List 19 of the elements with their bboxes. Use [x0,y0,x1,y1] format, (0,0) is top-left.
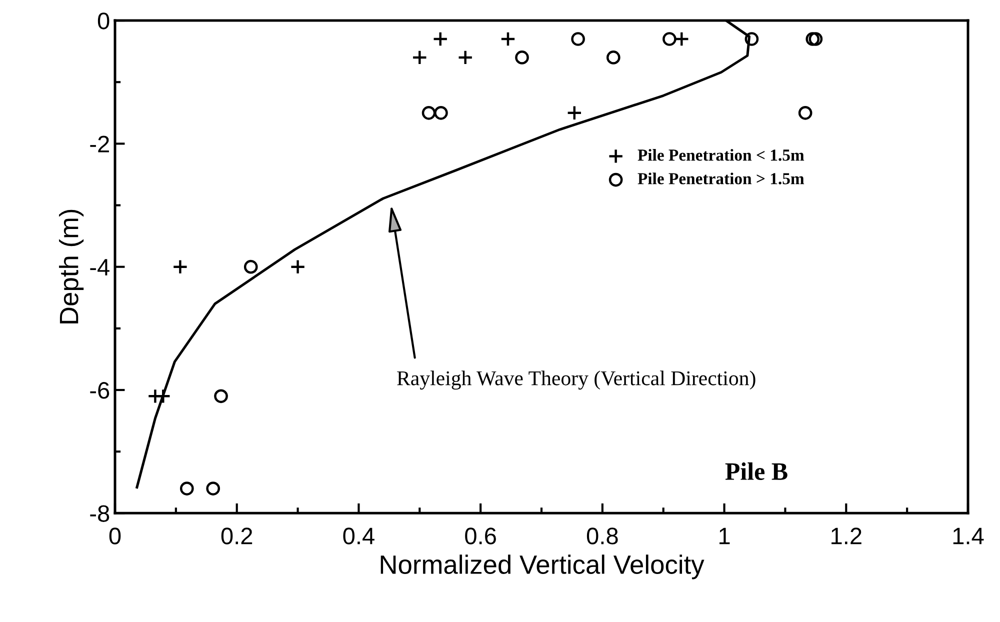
y-tick-label: -8 [90,505,110,522]
x-axis-title: Normalized Vertical Velocity [380,554,704,580]
x-tick-label: 0.6 [465,528,496,544]
y-tick-label: -6 [90,382,110,399]
y-tick-label: -2 [90,136,109,152]
annotation: Pile B [725,462,788,480]
y-tick-label: 0 [98,12,110,30]
y-axis-title: Depth (m) [58,210,84,324]
x-tick-label: 0.4 [343,528,374,544]
y-tick-label: -4 [90,259,110,276]
x-tick-label: 0 [109,528,121,544]
x-tick-label: 1.2 [832,528,862,544]
legend-label: Pile Penetration > 1.5m [638,172,804,184]
x-tick-label: 1 [720,528,730,544]
x-tick-label: 0.2 [221,528,252,544]
x-tick-label: 1.4 [953,528,984,544]
annotation: Rayleigh Wave Theory (Vertical Direction) [397,370,756,390]
x-tick-label: 0.8 [586,528,618,544]
legend-label: Pile Penetration < 1.5m [638,149,804,161]
